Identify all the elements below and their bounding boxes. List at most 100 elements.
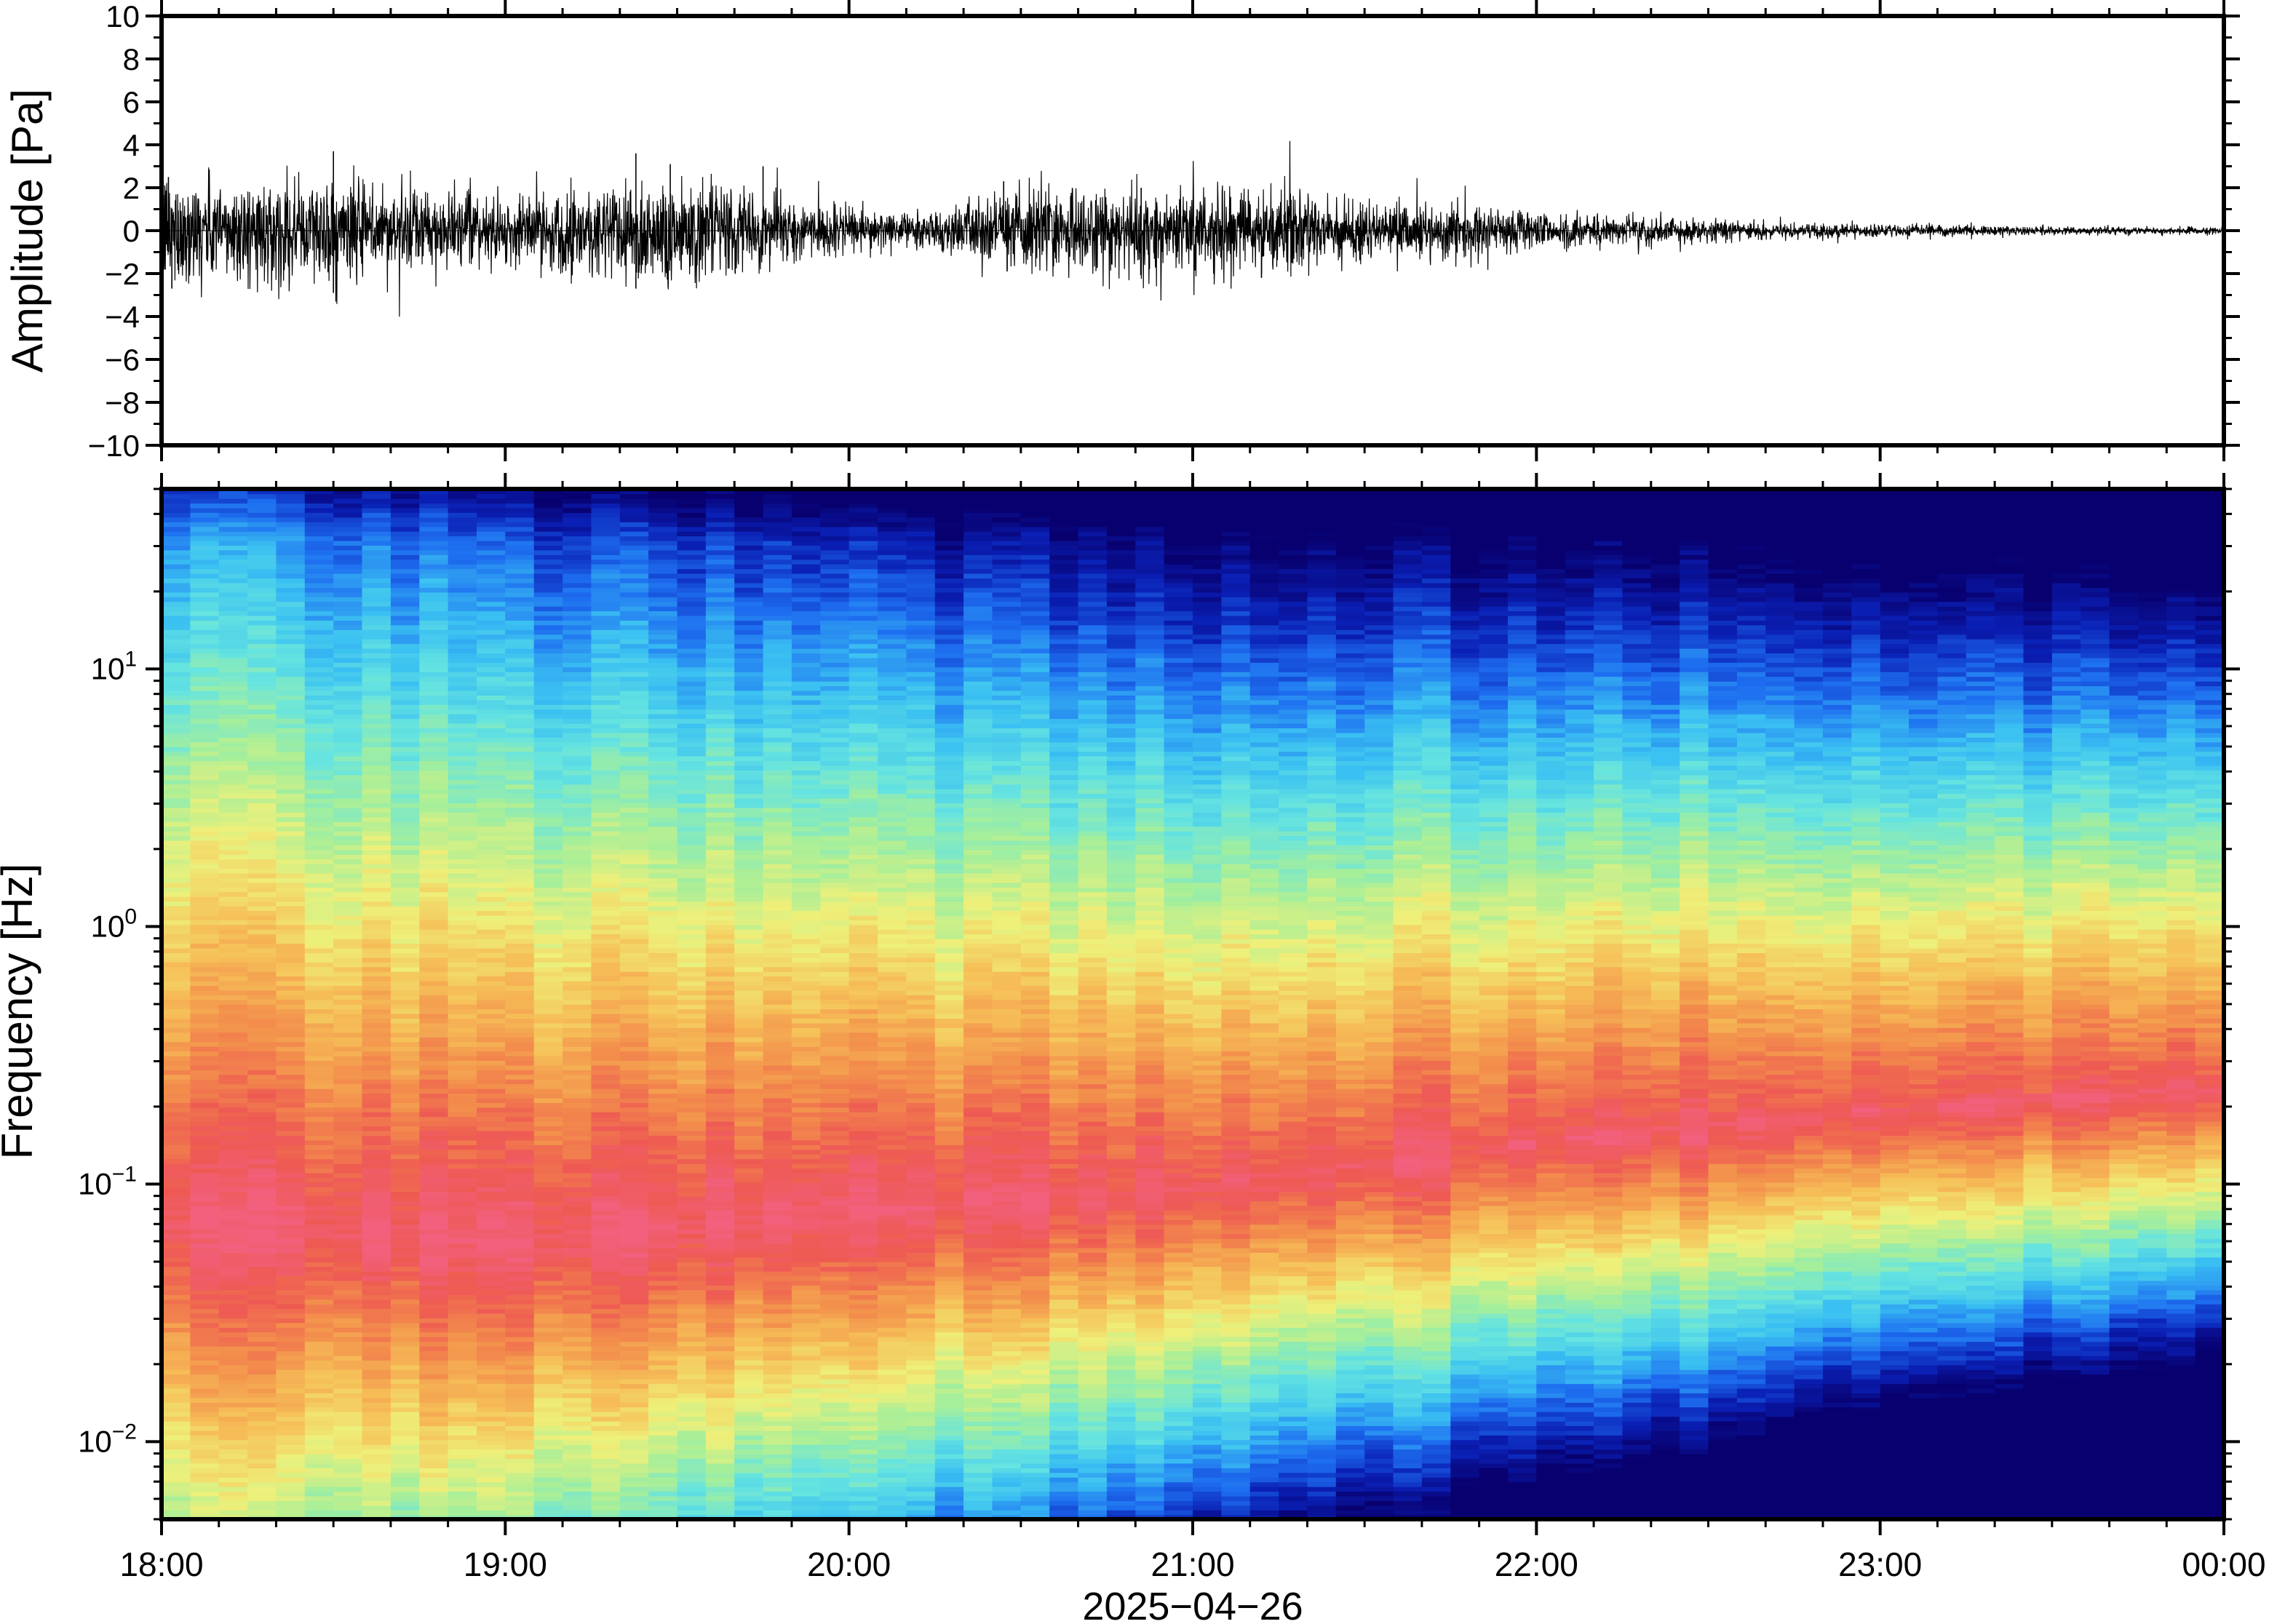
spectrogram-cell (190, 793, 220, 799)
spectrogram-cell (218, 1055, 248, 1061)
spectrogram-cell (419, 938, 449, 944)
spectrogram-cell (619, 639, 649, 645)
spectrogram-cell (304, 971, 334, 977)
spectrogram-cell (533, 1228, 563, 1235)
spectrogram-cell (734, 639, 764, 645)
spectrogram-cell (304, 1345, 334, 1352)
spectrogram-cell (619, 915, 649, 920)
spectrogram-cell (276, 877, 306, 883)
spectrogram-cell (162, 493, 191, 499)
spectrogram-cell (591, 1158, 621, 1164)
spectrogram-cell (734, 821, 764, 827)
spectrogram-cell (247, 634, 277, 640)
spectrogram-cell (734, 1027, 764, 1033)
spectrogram-cell (763, 545, 792, 551)
spectrogram-cell (677, 1280, 707, 1286)
spectrogram-cell (276, 1046, 306, 1052)
spectrogram-cell (247, 1262, 277, 1267)
spectrogram-cell (390, 685, 421, 691)
spectrogram-cell (619, 601, 649, 607)
spectrogram-cell (218, 601, 248, 607)
spectrogram-cell (591, 920, 621, 926)
spectrogram-cell (705, 826, 736, 832)
spectrogram-cell (734, 971, 764, 977)
spectrogram-cell (304, 1412, 334, 1417)
spectrogram-cell (390, 657, 421, 663)
spectrogram-cell (247, 863, 277, 869)
spectrogram-cell (763, 592, 792, 597)
spectrogram-cell (533, 643, 563, 649)
spectrogram-cell (763, 610, 792, 616)
spectrogram-cell (563, 1491, 592, 1497)
spectrogram-cell (477, 1224, 506, 1230)
spectrogram-cell (247, 1327, 277, 1333)
spectrogram-cell (734, 1219, 764, 1225)
spectrogram-cell (677, 1350, 707, 1356)
spectrogram-cell (333, 653, 363, 658)
spectrogram-cell (162, 872, 191, 878)
spectrogram-cell (390, 1449, 421, 1454)
spectrogram-cell (362, 657, 392, 663)
spectrogram-cell (591, 1205, 621, 1211)
spectrogram-cell (390, 1121, 421, 1127)
spectrogram-cell (505, 797, 535, 803)
spectrogram-cell (563, 1345, 592, 1352)
spectrogram-cell (591, 845, 621, 851)
spectrogram-cell (677, 882, 707, 888)
spectrogram-cell (448, 1083, 477, 1089)
spectrogram-cell (247, 1168, 277, 1174)
spectrogram-cell (619, 545, 649, 551)
spectrogram-cell (677, 1486, 707, 1492)
spectrogram-cell (162, 718, 191, 724)
spectrogram-cell (677, 1013, 707, 1019)
spectrogram-cell (619, 690, 649, 696)
spectrogram-cell (276, 699, 306, 705)
spectrogram-cell (276, 947, 306, 953)
spectrogram-cell (218, 957, 248, 963)
spectrogram-cell (333, 1008, 363, 1014)
spectrogram-cell (763, 605, 792, 612)
spectrogram-cell (648, 526, 678, 532)
spectrogram-cell (162, 952, 191, 958)
spectrogram-cell (419, 1294, 449, 1300)
spectrogram-cell (247, 1163, 277, 1169)
spectrogram-cell (362, 1205, 392, 1211)
spectrogram-cell (505, 826, 535, 832)
spectrogram-cell (333, 1060, 363, 1066)
spectrogram-cell (533, 709, 563, 715)
spectrogram-cell (677, 1008, 707, 1014)
spectrogram-cell (648, 737, 678, 743)
spectrogram-cell (591, 1022, 621, 1028)
spectrogram-cell (763, 1097, 792, 1103)
spectrogram-cell (218, 859, 248, 864)
spectrogram-cell (162, 1163, 191, 1169)
spectrogram-cell (190, 1275, 220, 1281)
spectrogram-cell (276, 690, 306, 696)
spectrogram-cell (304, 1495, 334, 1501)
spectrogram-cell (247, 1397, 277, 1403)
spectrogram-cell (276, 924, 306, 930)
spectrogram-cell (505, 1289, 535, 1295)
spectrogram-cell (419, 1051, 449, 1056)
spectrogram-cell (705, 1510, 736, 1516)
spectrogram-cell (276, 1369, 306, 1375)
spectrogram-cell (677, 1214, 707, 1220)
spectrogram-cell (419, 737, 449, 743)
spectrogram-cell (419, 540, 449, 546)
spectrogram-cell (162, 1055, 191, 1061)
spectrogram-cell (362, 887, 392, 893)
spectrogram-cell (276, 1308, 306, 1314)
spectrogram-cell (218, 559, 248, 565)
spectrogram-cell (619, 995, 649, 1000)
spectrogram-cell (247, 845, 277, 851)
spectrogram-cell (591, 1228, 621, 1235)
spectrogram-cell (505, 1294, 535, 1300)
spectrogram-cell (677, 1266, 707, 1272)
spectrogram-cell (162, 1425, 191, 1431)
spectrogram-cell (533, 1393, 563, 1398)
spectrogram-cell (448, 1210, 477, 1216)
spectrogram-cell (477, 774, 506, 780)
spectrogram-cell (276, 1486, 306, 1492)
spectrogram-cell (505, 840, 535, 845)
spectrogram-cell (705, 1214, 736, 1220)
